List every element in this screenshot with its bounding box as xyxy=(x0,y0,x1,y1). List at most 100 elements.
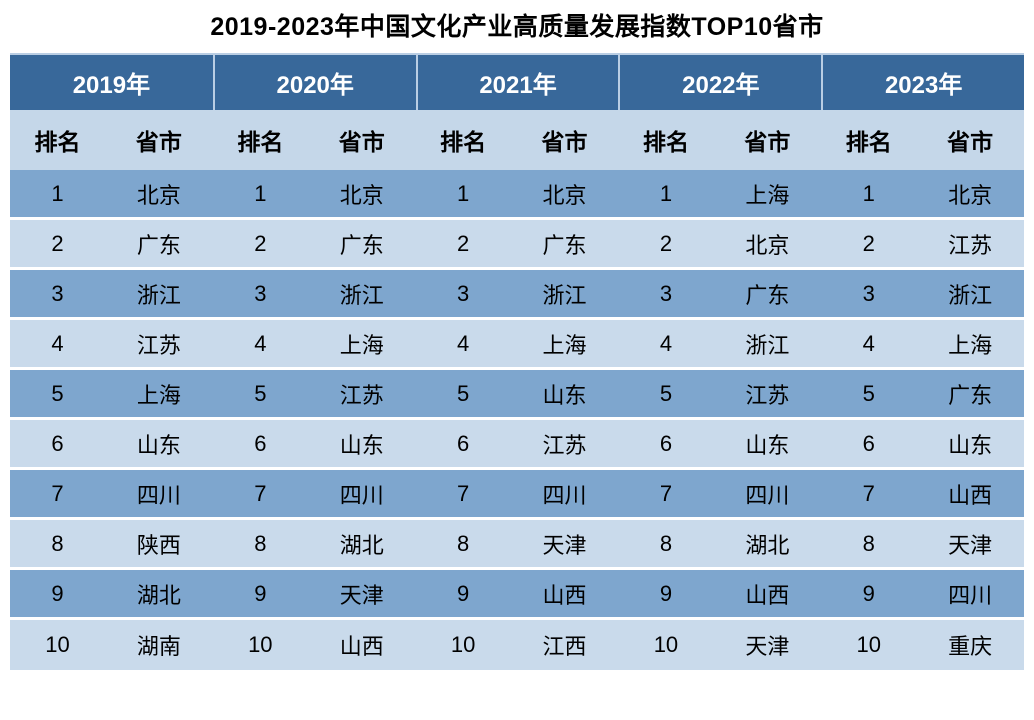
province-cell: 浙江 xyxy=(510,270,619,320)
province-cell: 江苏 xyxy=(307,370,416,420)
rank-cell: 2 xyxy=(212,220,308,270)
province-cell: 天津 xyxy=(510,520,619,570)
rank-cell: 7 xyxy=(415,470,511,520)
province-cell: 江苏 xyxy=(713,370,822,420)
rank-cell: 9 xyxy=(212,570,308,620)
province-cell: 上海 xyxy=(510,320,619,370)
province-cell: 广东 xyxy=(307,220,416,270)
rank-cell: 2 xyxy=(821,220,917,270)
rank-cell: 6 xyxy=(415,420,511,470)
rank-cell: 5 xyxy=(415,370,511,420)
year-header-2020: 2020年 xyxy=(212,53,416,110)
province-cell: 山西 xyxy=(916,470,1025,520)
rank-cell: 1 xyxy=(10,170,105,220)
province-cell: 湖北 xyxy=(307,520,416,570)
table-row-rank-5: 5 上海 5 江苏 5 山东 5 江苏 5 广东 xyxy=(10,370,1025,420)
table-header: 2019年 2020年 2021年 2022年 2023年 排名 省市 排名 省市 排名 省市 排名… xyxy=(10,53,1025,170)
table-row-rank-6: 6 山东 6 山东 6 江苏 6 山东 6 山东 xyxy=(10,420,1025,470)
table-body: 1 北京 1 北京 1 北京 1 上海 1 北京 2 广东 2 广东 2 广东 2 北京 2 江苏 3 浙江 3 浙江 3 浙江 3… xyxy=(10,170,1025,670)
province-cell: 江苏 xyxy=(510,420,619,470)
province-cell: 山西 xyxy=(510,570,619,620)
province-cell: 浙江 xyxy=(307,270,416,320)
subheader-province: 省市 xyxy=(713,110,822,170)
province-cell: 浙江 xyxy=(916,270,1025,320)
rank-cell: 6 xyxy=(10,420,105,470)
rank-cell: 9 xyxy=(10,570,105,620)
subheader-rank: 排名 xyxy=(618,110,714,170)
province-cell: 浙江 xyxy=(713,320,822,370)
province-cell: 四川 xyxy=(510,470,619,520)
province-cell: 山西 xyxy=(307,620,416,670)
rank-cell: 2 xyxy=(10,220,105,270)
province-cell: 江苏 xyxy=(916,220,1025,270)
province-cell: 天津 xyxy=(307,570,416,620)
rank-cell: 9 xyxy=(415,570,511,620)
table-row-rank-2: 2 广东 2 广东 2 广东 2 北京 2 江苏 xyxy=(10,220,1025,270)
subheader-province: 省市 xyxy=(105,110,213,170)
rank-cell: 6 xyxy=(212,420,308,470)
province-cell: 北京 xyxy=(105,170,213,220)
subheader-province: 省市 xyxy=(510,110,619,170)
province-cell: 江西 xyxy=(510,620,619,670)
rank-cell: 10 xyxy=(415,620,511,670)
rank-cell: 4 xyxy=(212,320,308,370)
subheader-rank: 排名 xyxy=(10,110,105,170)
rank-cell: 7 xyxy=(10,470,105,520)
province-cell: 湖北 xyxy=(105,570,213,620)
table-row-rank-7: 7 四川 7 四川 7 四川 7 四川 7 山西 xyxy=(10,470,1025,520)
rank-cell: 5 xyxy=(10,370,105,420)
rank-cell: 7 xyxy=(821,470,917,520)
province-cell: 四川 xyxy=(916,570,1025,620)
rank-cell: 7 xyxy=(618,470,714,520)
province-cell: 天津 xyxy=(713,620,822,670)
subheader-province: 省市 xyxy=(307,110,416,170)
province-cell: 山东 xyxy=(510,370,619,420)
table-row-rank-9: 9 湖北 9 天津 9 山西 9 山西 9 四川 xyxy=(10,570,1025,620)
province-cell: 上海 xyxy=(916,320,1025,370)
rank-cell: 8 xyxy=(212,520,308,570)
rank-cell: 3 xyxy=(821,270,917,320)
rank-cell: 8 xyxy=(821,520,917,570)
province-cell: 北京 xyxy=(916,170,1025,220)
province-cell: 江苏 xyxy=(105,320,213,370)
rank-cell: 10 xyxy=(10,620,105,670)
rank-cell: 10 xyxy=(618,620,714,670)
province-cell: 四川 xyxy=(713,470,822,520)
table-row-rank-8: 8 陕西 8 湖北 8 天津 8 湖北 8 天津 xyxy=(10,520,1025,570)
year-header-2019: 2019年 xyxy=(10,53,213,110)
rank-cell: 8 xyxy=(10,520,105,570)
rank-cell: 10 xyxy=(212,620,308,670)
province-cell: 上海 xyxy=(105,370,213,420)
province-cell: 广东 xyxy=(510,220,619,270)
province-cell: 上海 xyxy=(307,320,416,370)
province-cell: 山东 xyxy=(916,420,1025,470)
table-row-rank-4: 4 江苏 4 上海 4 上海 4 浙江 4 上海 xyxy=(10,320,1025,370)
rank-cell: 1 xyxy=(212,170,308,220)
rank-cell: 5 xyxy=(618,370,714,420)
province-cell: 湖南 xyxy=(105,620,213,670)
rank-cell: 4 xyxy=(821,320,917,370)
rank-cell: 4 xyxy=(618,320,714,370)
province-cell: 广东 xyxy=(105,220,213,270)
rank-cell: 1 xyxy=(415,170,511,220)
province-cell: 重庆 xyxy=(916,620,1025,670)
year-header-2023: 2023年 xyxy=(821,53,1025,110)
province-cell: 山西 xyxy=(713,570,822,620)
province-cell: 上海 xyxy=(713,170,822,220)
province-cell: 山东 xyxy=(105,420,213,470)
province-cell: 四川 xyxy=(105,470,213,520)
rank-cell: 5 xyxy=(821,370,917,420)
province-cell: 陕西 xyxy=(105,520,213,570)
subheader-rank: 排名 xyxy=(821,110,917,170)
rank-cell: 5 xyxy=(212,370,308,420)
year-header-row: 2019年 2020年 2021年 2022年 2023年 xyxy=(10,53,1025,110)
page-title: 2019-2023年中国文化产业高质量发展指数TOP10省市 xyxy=(210,13,824,41)
subheader-province: 省市 xyxy=(916,110,1025,170)
rank-cell: 8 xyxy=(415,520,511,570)
rank-cell: 6 xyxy=(821,420,917,470)
rank-cell: 1 xyxy=(618,170,714,220)
table-row-rank-3: 3 浙江 3 浙江 3 浙江 3 广东 3 浙江 xyxy=(10,270,1025,320)
rank-cell: 4 xyxy=(415,320,511,370)
province-cell: 浙江 xyxy=(105,270,213,320)
province-cell: 北京 xyxy=(307,170,416,220)
